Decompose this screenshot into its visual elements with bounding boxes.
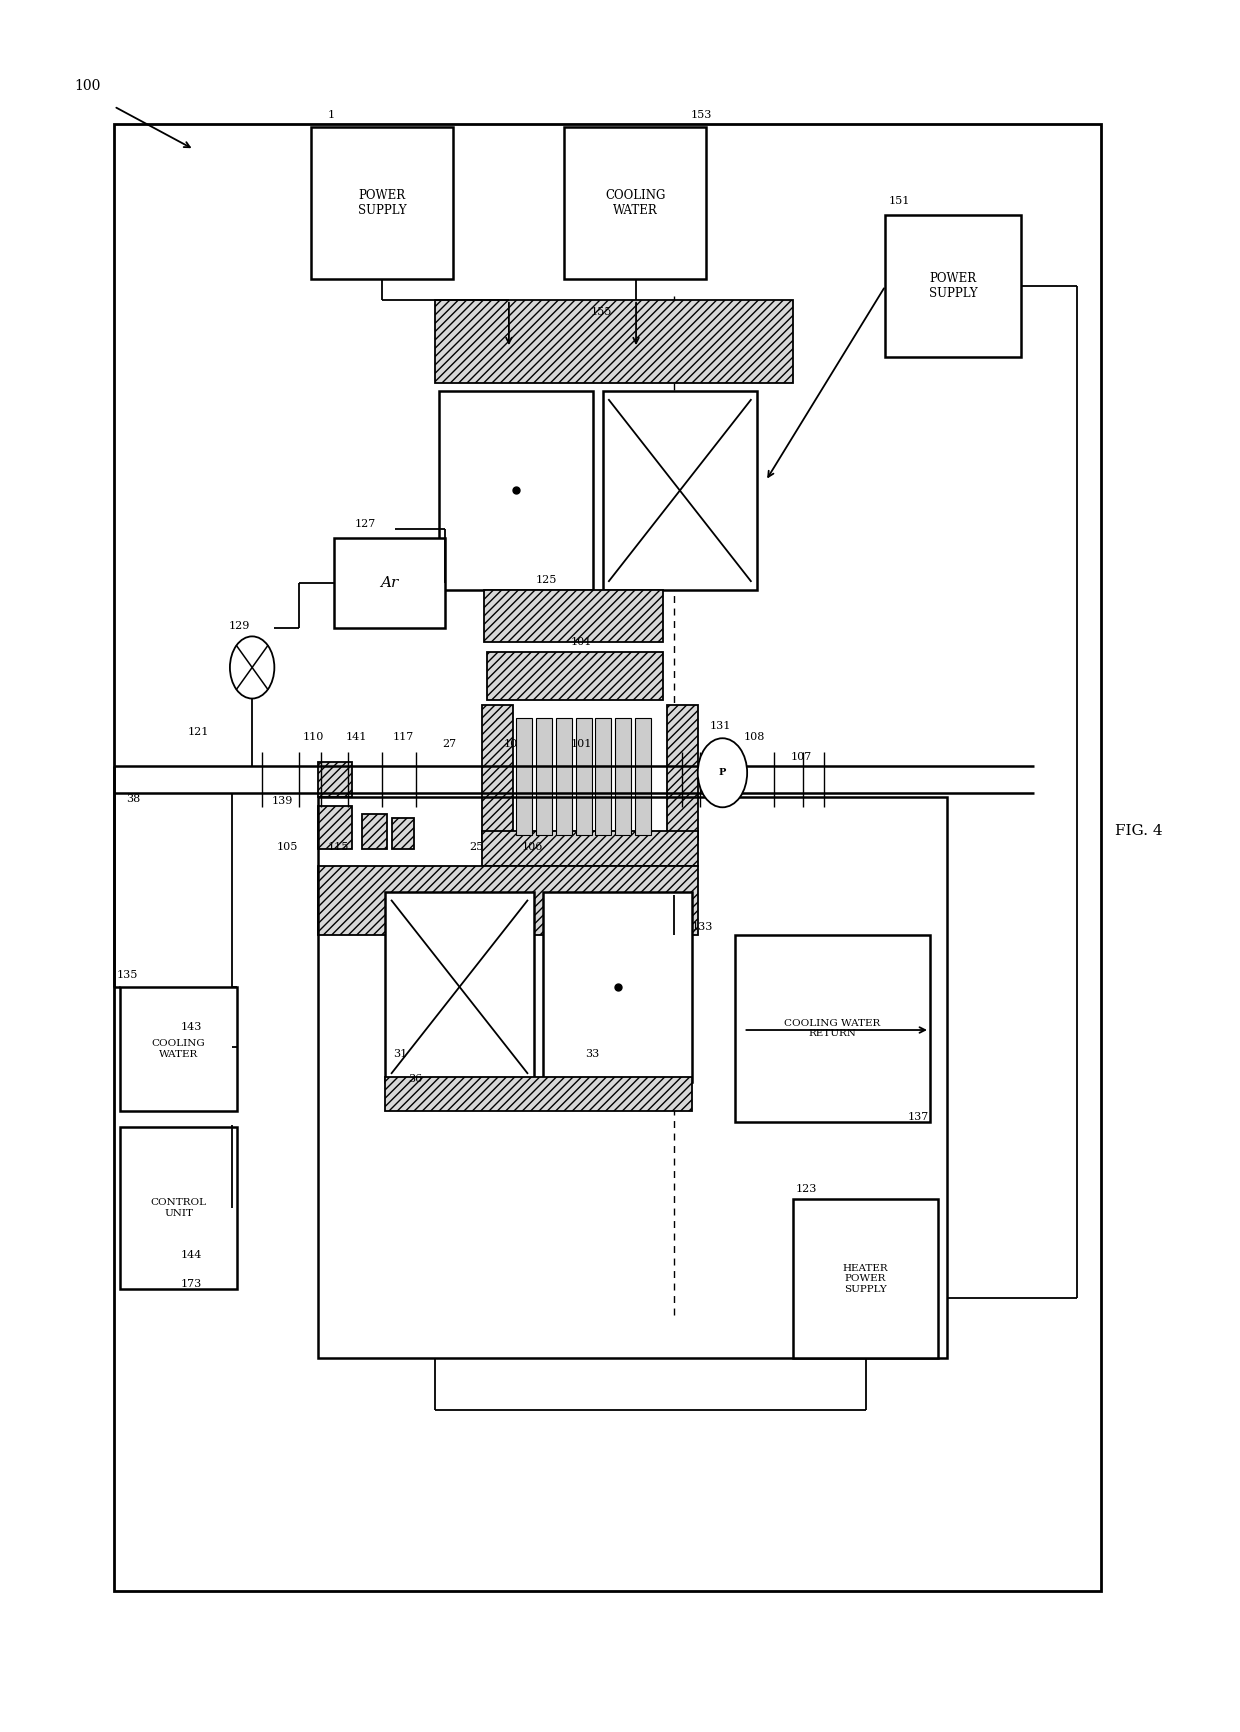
Bar — [735, 935, 930, 1122]
Bar — [317, 797, 947, 1358]
Bar — [595, 717, 611, 835]
Text: 127: 127 — [355, 520, 376, 530]
Text: 27: 27 — [443, 738, 456, 748]
Bar — [536, 717, 552, 835]
Bar — [120, 1128, 237, 1289]
Bar — [482, 831, 698, 866]
Text: 125: 125 — [536, 575, 558, 585]
Text: 129: 129 — [228, 622, 250, 630]
Text: 110: 110 — [303, 731, 324, 741]
Text: 101: 101 — [570, 738, 591, 748]
Text: P: P — [719, 769, 727, 778]
Text: 144: 144 — [181, 1249, 202, 1259]
Bar — [615, 717, 631, 835]
Bar — [667, 705, 698, 840]
Bar — [386, 892, 533, 1082]
Text: COOLING WATER
RETURN: COOLING WATER RETURN — [784, 1018, 880, 1037]
Bar — [482, 705, 512, 840]
Bar — [439, 391, 593, 591]
Text: 106: 106 — [521, 842, 543, 852]
Text: 105: 105 — [277, 842, 298, 852]
Bar — [317, 805, 352, 849]
Text: 36: 36 — [408, 1074, 422, 1084]
Bar — [575, 717, 591, 835]
Text: 100: 100 — [74, 78, 100, 92]
Text: HEATER
POWER
SUPPLY: HEATER POWER SUPPLY — [843, 1264, 889, 1294]
Text: 38: 38 — [126, 793, 140, 804]
Text: 10: 10 — [503, 738, 518, 748]
Text: CONTROL
UNIT: CONTROL UNIT — [151, 1199, 207, 1218]
Bar — [392, 818, 414, 849]
Text: COOLING
WATER: COOLING WATER — [151, 1039, 206, 1058]
Text: 25: 25 — [470, 842, 484, 852]
Text: Ar: Ar — [379, 575, 398, 591]
Bar — [486, 651, 663, 700]
Text: 1: 1 — [327, 111, 335, 120]
Bar — [334, 539, 445, 627]
Text: 153: 153 — [691, 111, 712, 120]
Bar — [635, 717, 651, 835]
Bar — [114, 123, 1101, 1592]
Text: 141: 141 — [346, 731, 367, 741]
Text: 115: 115 — [327, 842, 348, 852]
Text: 117: 117 — [393, 731, 414, 741]
Bar — [603, 391, 758, 591]
Text: 107: 107 — [790, 752, 812, 762]
Text: 31: 31 — [393, 1050, 407, 1060]
Bar — [792, 1199, 939, 1358]
Bar — [362, 814, 387, 849]
Bar — [386, 1077, 692, 1112]
Text: 123: 123 — [795, 1185, 817, 1193]
Bar — [317, 762, 352, 797]
Text: 108: 108 — [744, 731, 765, 741]
Bar — [516, 717, 532, 835]
Circle shape — [229, 636, 274, 698]
Text: 155: 155 — [590, 307, 611, 317]
Text: 173: 173 — [181, 1278, 202, 1289]
Text: 131: 131 — [711, 721, 732, 731]
Bar — [120, 987, 237, 1112]
Text: POWER
SUPPLY: POWER SUPPLY — [358, 189, 407, 216]
Bar — [543, 892, 692, 1082]
Bar — [885, 215, 1022, 357]
Bar — [311, 126, 454, 279]
Text: FIG. 4: FIG. 4 — [1115, 824, 1162, 838]
Text: 101: 101 — [570, 637, 591, 646]
Text: 151: 151 — [889, 196, 910, 206]
Text: 121: 121 — [188, 726, 210, 736]
Text: 135: 135 — [117, 970, 138, 980]
Text: 133: 133 — [692, 921, 713, 932]
Text: POWER
SUPPLY: POWER SUPPLY — [929, 272, 977, 300]
Circle shape — [698, 738, 748, 807]
Bar — [317, 866, 698, 935]
Text: 139: 139 — [272, 795, 294, 805]
Text: 33: 33 — [585, 1050, 600, 1060]
Bar — [484, 591, 663, 641]
Text: 137: 137 — [908, 1112, 929, 1122]
Bar — [564, 126, 707, 279]
Bar — [435, 300, 792, 383]
Text: COOLING
WATER: COOLING WATER — [605, 189, 666, 216]
Bar — [556, 717, 572, 835]
Text: 143: 143 — [181, 1022, 202, 1032]
